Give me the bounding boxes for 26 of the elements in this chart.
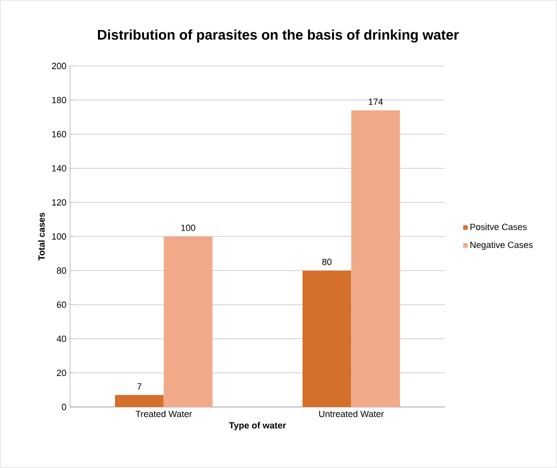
legend-label: Positve Cases <box>470 224 527 230</box>
y-tick-label: 60 <box>56 302 66 308</box>
bar <box>351 110 400 407</box>
x-axis-title: Type of water <box>229 422 286 430</box>
y-tick-label: 40 <box>56 336 66 342</box>
chart-title: Distribution of parasites on the basis of drinking water <box>98 29 459 43</box>
bar <box>115 395 164 407</box>
y-tick-label: 160 <box>52 131 66 138</box>
x-tick-label: Treated Water <box>136 410 192 418</box>
y-tick-label: 140 <box>52 165 66 172</box>
x-tick-label: Untreated Water <box>319 410 384 418</box>
legend-label: Negative Cases <box>470 241 533 250</box>
y-tick-label: 100 <box>52 233 66 240</box>
bar <box>164 236 213 407</box>
y-tick-label: 200 <box>52 62 66 70</box>
data-label: 80 <box>322 258 332 266</box>
y-tick-label: 80 <box>56 267 66 274</box>
y-tick-label: 180 <box>52 96 66 104</box>
y-axis-title: Total cases <box>38 212 45 260</box>
data-label: 100 <box>181 224 196 231</box>
y-tick-label: 0 <box>62 404 66 410</box>
y-tick-label: 20 <box>56 370 66 376</box>
y-tick-label: 120 <box>52 199 66 206</box>
data-label: 174 <box>368 98 383 105</box>
bar <box>302 270 352 407</box>
data-label: 7 <box>137 383 142 390</box>
